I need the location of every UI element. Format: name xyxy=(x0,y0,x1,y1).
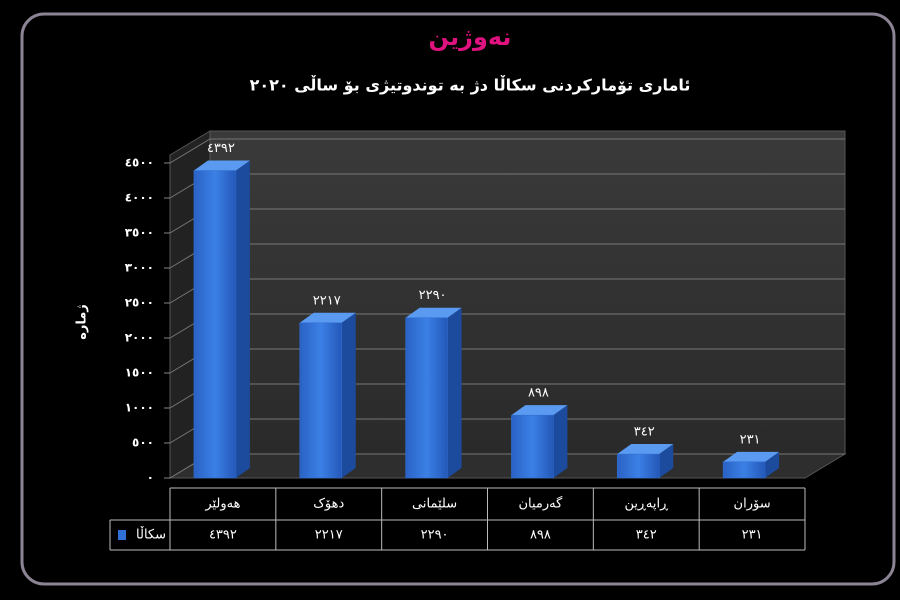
x-tick-label: دهۆک xyxy=(313,497,344,512)
data-label: ٤٣٩٢ xyxy=(207,141,235,156)
bar xyxy=(722,461,766,479)
bar-top xyxy=(299,312,356,323)
y-tick-label: ١٥٠٠ xyxy=(125,366,154,380)
bar-top xyxy=(723,451,780,462)
bar-top xyxy=(405,307,462,318)
x-tick-label: سۆران xyxy=(734,497,771,512)
y-axis-label: ژمارە xyxy=(75,304,90,340)
data-label: ٢٣١ xyxy=(740,432,761,447)
y-tick-label: ٥٠٠ xyxy=(132,436,154,450)
y-tick-label: ٢٠٠٠ xyxy=(125,331,154,345)
bar-side xyxy=(447,307,462,478)
bar-side xyxy=(235,160,250,478)
bar-side xyxy=(341,312,356,478)
data-label: ٢٢٩٠ xyxy=(419,288,447,303)
legend-swatch xyxy=(118,530,126,540)
data-label: ٨٩٨ xyxy=(528,386,549,401)
table-value: ٢٢١٧ xyxy=(315,528,343,543)
x-tick-label: سلێمانی xyxy=(412,497,457,512)
table-value: ٤٣٩٢ xyxy=(209,528,237,543)
grid-line xyxy=(169,138,845,164)
y-tick-label: ٠ xyxy=(147,471,154,485)
bar xyxy=(299,322,342,479)
bar-side xyxy=(659,444,674,478)
bar xyxy=(511,414,554,479)
y-tick-label: ٣٠٠٠ xyxy=(125,261,154,275)
y-tick-label: ٤٥٠٠ xyxy=(125,156,154,170)
bar xyxy=(193,170,237,479)
bar-side xyxy=(553,405,568,478)
bar xyxy=(617,453,660,479)
x-tick-label: ڕاپەڕین xyxy=(624,497,669,512)
bar-top xyxy=(617,444,674,455)
bar-top xyxy=(511,405,568,416)
bar xyxy=(405,317,448,479)
y-tick-label: ٢٥٠٠ xyxy=(125,296,154,310)
y-tick-label: ٤٠٠٠ xyxy=(125,191,154,205)
legend-label: سکاڵا xyxy=(136,526,166,543)
chart-title: ئاماری تۆمارکردنی سکاڵا دژ بە توندوتیژی … xyxy=(250,75,691,95)
bar-top xyxy=(193,160,250,171)
bar-side xyxy=(765,451,780,478)
logo: نەوژین xyxy=(429,23,512,51)
data-label: ٢٢١٧ xyxy=(313,293,341,308)
table-value: ٨٩٨ xyxy=(530,528,551,543)
x-tick-label: گەرمیان xyxy=(518,496,563,512)
table-value: ٢٣١ xyxy=(742,528,763,543)
y-tick-label: ٣٥٠٠ xyxy=(125,226,154,240)
x-tick-label: هەولێر xyxy=(204,497,240,512)
table-value: ٣٤٢ xyxy=(636,528,657,543)
y-tick-label: ١٠٠٠ xyxy=(125,401,154,415)
table-value: ٢٢٩٠ xyxy=(421,528,449,543)
data-label: ٣٤٢ xyxy=(634,425,655,440)
